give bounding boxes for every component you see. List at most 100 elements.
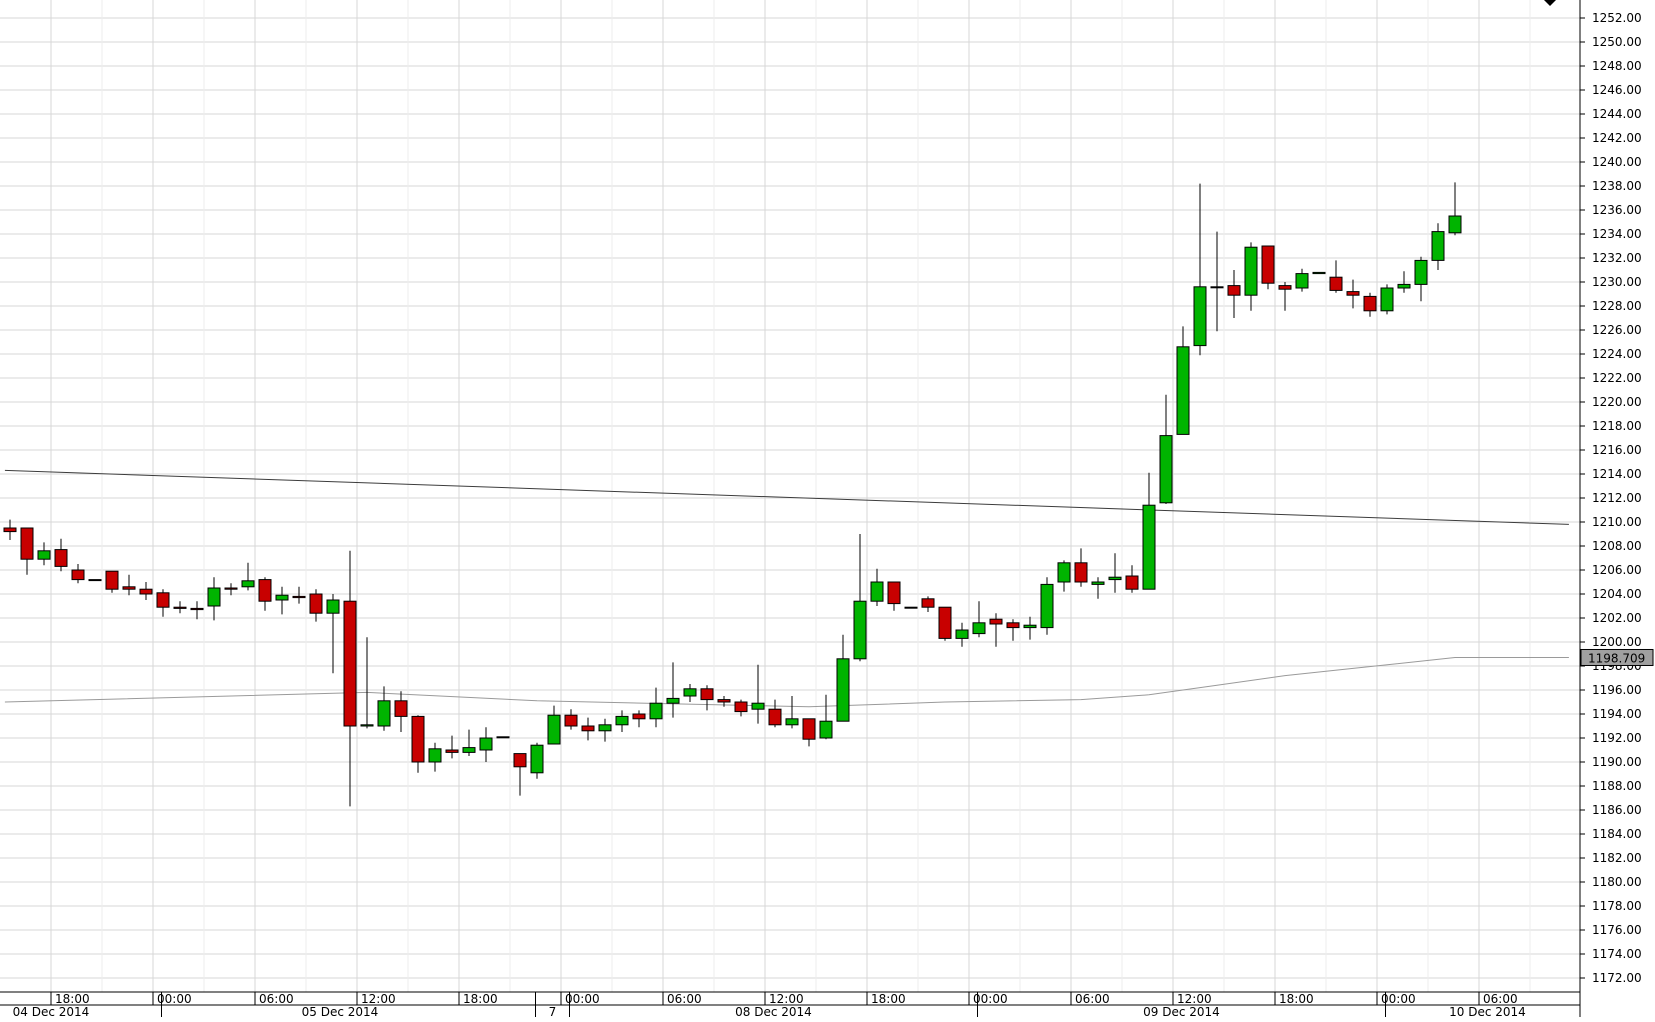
y-tick-label: 1180.00	[1592, 875, 1642, 889]
candle-body-up	[1431, 231, 1445, 261]
y-tick-label: 1214.00	[1592, 467, 1642, 481]
candle-body-down	[173, 606, 187, 609]
y-tick-label: 1238.00	[1592, 179, 1642, 193]
candle-body-up	[955, 629, 969, 639]
x-tick-label: 18:00	[871, 992, 906, 1006]
candle-body-up	[207, 587, 221, 607]
candle-body-up	[275, 594, 289, 601]
candle-body-down	[1346, 291, 1360, 296]
y-tick-label: 1204.00	[1592, 587, 1642, 601]
candle-body-up	[37, 550, 51, 560]
candle-body-down	[1329, 276, 1343, 291]
y-tick-label: 1188.00	[1592, 779, 1642, 793]
candle-body-up	[1057, 562, 1071, 583]
candle-body-up	[496, 736, 510, 739]
candle-body-up	[241, 580, 255, 588]
date-label: 08 Dec 2014	[735, 1005, 812, 1017]
x-tick-label: 00:00	[1381, 992, 1416, 1006]
y-tick-label: 1192.00	[1592, 731, 1642, 745]
x-tick-label: 18:00	[463, 992, 498, 1006]
candle-body-down	[581, 725, 595, 732]
x-tick-label: 06:00	[1483, 992, 1518, 1006]
y-tick-label: 1218.00	[1592, 419, 1642, 433]
y-tick-label: 1220.00	[1592, 395, 1642, 409]
y-tick-label: 1228.00	[1592, 299, 1642, 313]
y-tick-label: 1186.00	[1592, 803, 1642, 817]
y-tick-label: 1234.00	[1592, 227, 1642, 241]
y-tick-label: 1206.00	[1592, 563, 1642, 577]
candle-body-up	[377, 700, 391, 727]
candle-body-down	[156, 592, 170, 608]
candle-body-up	[1295, 273, 1309, 289]
x-tick-label: 18:00	[55, 992, 90, 1006]
candle-body-up	[972, 622, 986, 635]
x-tick-label: 00:00	[157, 992, 192, 1006]
candle-body-down	[122, 586, 136, 590]
date-label: 04 Dec 2014	[13, 1005, 90, 1017]
candle-body-down	[190, 607, 204, 611]
y-tick-label: 1200.00	[1592, 635, 1642, 649]
candle-body-down	[105, 570, 119, 590]
y-tick-label: 1208.00	[1592, 539, 1642, 553]
candle-body-down	[309, 593, 323, 614]
candle-body-down	[54, 549, 68, 567]
candle-body-down	[938, 606, 952, 639]
x-tick-label: 06:00	[667, 992, 702, 1006]
scroll-marker-icon	[1544, 0, 1556, 6]
candle-body-up	[836, 658, 850, 722]
candle-body-down	[1227, 285, 1241, 296]
candle-body-down	[71, 569, 85, 581]
candle-body-up	[649, 702, 663, 720]
y-tick-label: 1212.00	[1592, 491, 1642, 505]
candle-body-down	[1278, 285, 1292, 290]
x-tick-label: 00:00	[973, 992, 1008, 1006]
y-tick-label: 1182.00	[1592, 851, 1642, 865]
candle-body-up	[1380, 287, 1394, 312]
y-tick-label: 1172.00	[1592, 971, 1642, 985]
moving-average-line	[4, 657, 1569, 708]
candle-body-up	[1040, 583, 1054, 629]
candle-body-up	[819, 720, 833, 739]
candle-body-down	[700, 688, 714, 701]
candle-body-up	[751, 702, 765, 710]
y-tick-label: 1236.00	[1592, 203, 1642, 217]
trendline	[4, 469, 1569, 525]
y-tick-label: 1250.00	[1592, 35, 1642, 49]
candle-body-down	[632, 713, 646, 720]
x-tick-label: 06:00	[259, 992, 294, 1006]
date-label: 7	[549, 1005, 557, 1017]
x-tick-label: 12:00	[1177, 992, 1212, 1006]
candle-body-down	[258, 579, 272, 602]
candle-body-down	[564, 714, 578, 727]
y-tick-label: 1248.00	[1592, 59, 1642, 73]
y-tick-label: 1232.00	[1592, 251, 1642, 265]
candle-body-up	[1091, 581, 1105, 585]
y-tick-label: 1226.00	[1592, 323, 1642, 337]
candle-body-up	[1108, 576, 1122, 581]
candle-body-up	[1312, 271, 1326, 275]
candle-body-down	[20, 527, 34, 560]
y-tick-label: 1252.00	[1592, 11, 1642, 25]
y-tick-label: 1190.00	[1592, 755, 1642, 769]
last-value-tag	[1580, 648, 1654, 666]
candle-body-down	[717, 699, 731, 703]
candle-body-up	[547, 714, 561, 745]
candle-body-down	[1006, 622, 1020, 629]
y-tick-label: 1222.00	[1592, 371, 1642, 385]
candle-body-down	[513, 753, 527, 768]
date-label: 10 Dec 2014	[1449, 1005, 1526, 1017]
candle-body-down	[224, 587, 238, 590]
x-tick-label: 12:00	[361, 992, 396, 1006]
candle-body-up	[1210, 286, 1224, 289]
candle-body-down	[1261, 245, 1275, 284]
last-value-label: 1198.709	[1588, 651, 1645, 665]
x-tick-label: 06:00	[1075, 992, 1110, 1006]
candle-body-down	[768, 708, 782, 726]
candle-body-up	[88, 579, 102, 582]
candle-body-down	[887, 581, 901, 605]
candle-body-up	[326, 599, 340, 614]
candle-body-up	[785, 718, 799, 726]
